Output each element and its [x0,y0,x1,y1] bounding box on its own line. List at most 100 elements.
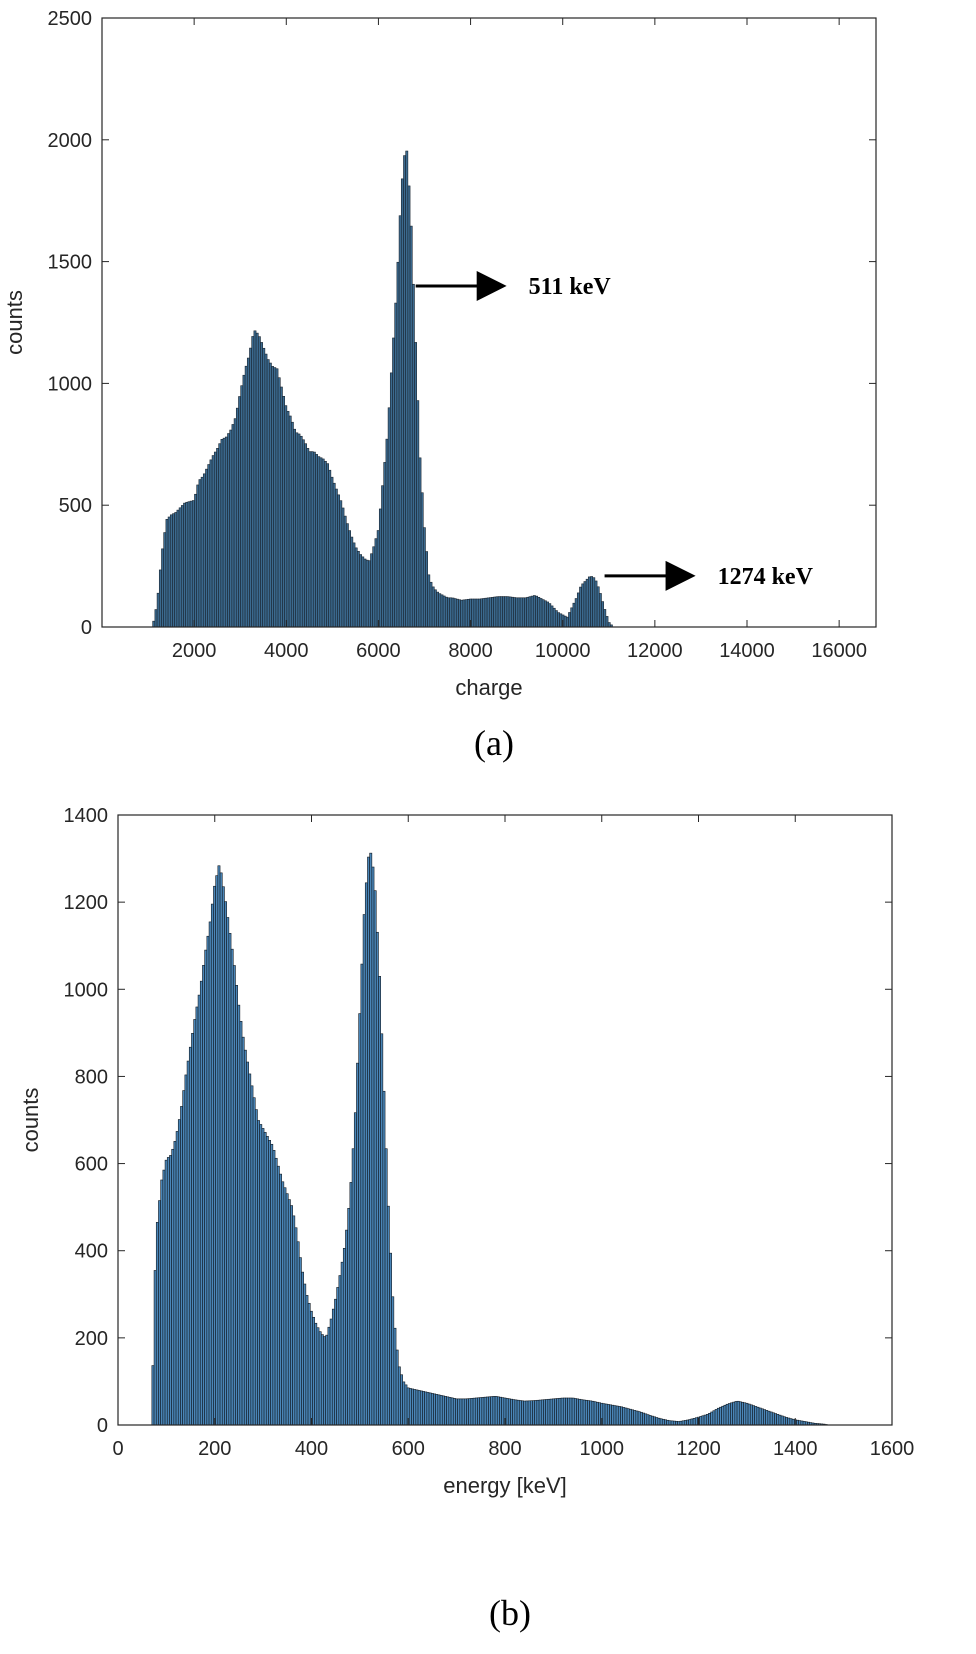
histogram-bar-a [334,488,338,628]
histogram-bar-b [558,1397,562,1426]
histogram-bar-b [538,1399,542,1426]
histogram-bar-b [692,1418,696,1426]
histogram-bar-a [352,542,356,628]
histogram-bar-b [477,1397,480,1426]
x-axis-label-a: charge [455,675,522,700]
histogram-bar-a [495,596,499,628]
histogram-bar-b [314,1322,318,1426]
histogram-bar-b [301,1271,304,1426]
histogram-bar-a [194,493,197,628]
histogram-bar-b [228,933,232,1426]
histogram-bar-b [441,1395,445,1426]
histogram-bar-b [371,866,375,1426]
histogram-bar-a [275,368,279,628]
histogram-bar-b [364,882,368,1426]
histogram-bar-a [444,596,448,628]
histogram-bar-a [389,372,393,628]
histogram-bar-b [657,1417,661,1426]
histogram-bar-b [604,1403,608,1426]
histogram-bar-b [419,1390,423,1426]
histogram-bar-b [208,921,212,1426]
caption-b: (b) [489,1593,531,1633]
histogram-bar-b [474,1397,478,1426]
histogram-bar-b [457,1398,461,1426]
histogram-bar-b [274,1157,278,1426]
histogram-bar-a [196,484,200,628]
histogram-bar-a [268,362,272,628]
histogram-bars-b [151,852,830,1426]
histogram-bar-b [681,1420,685,1426]
histogram-bar-b [776,1414,780,1426]
y-tick-label-a: 2000 [48,130,93,152]
histogram-bar-b [800,1420,804,1426]
histogram-bar-b [650,1415,654,1426]
histogram-bar-a [273,367,277,628]
histogram-bar-a [458,599,461,628]
histogram-bar-b [360,963,364,1426]
histogram-bar-a [552,607,556,628]
histogram-bar-a [491,596,494,628]
histogram-bar-b [162,1169,166,1426]
histogram-bar-a [326,463,329,628]
histogram-bar-b [648,1415,652,1426]
histogram-bar-b [789,1418,793,1426]
histogram-bar-b [224,901,227,1426]
histogram-bar-b [279,1173,282,1426]
histogram-bar-a [453,598,457,628]
histogram-bar-a [563,615,567,628]
histogram-bar-a [559,613,563,628]
histogram-bar-a [583,581,587,628]
histogram-bar-a [308,451,312,628]
histogram-bar-b [730,1402,733,1426]
histogram-bar-a [356,551,360,628]
histogram-bar-a [169,514,173,628]
histogram-bar-a [180,505,184,628]
histogram-bar-a [312,451,316,628]
histogram-bar-b [384,1148,388,1426]
histogram-bar-a [315,454,318,628]
histogram-bar-a [515,597,519,628]
histogram-bar-b [393,1327,397,1426]
histogram-bar-b [450,1397,454,1426]
histogram-bar-b [494,1396,498,1426]
histogram-bar-a [528,596,532,628]
histogram-bar-b [338,1275,342,1426]
y-tick-label-a: 1000 [48,373,93,395]
histogram-bar-b [573,1398,577,1426]
histogram-bar-b [309,1310,313,1426]
x-tick-label-b: 600 [392,1438,425,1460]
histogram-bar-b [628,1408,632,1426]
histogram-bar-a [537,596,541,628]
histogram-bar-a [343,515,347,628]
histogram-bar-b [444,1396,447,1426]
histogram-bar-a [310,451,314,628]
histogram-bar-b [514,1399,518,1426]
histogram-bar-a [403,155,406,628]
histogram-bar-b [210,903,214,1426]
histogram-bar-b [490,1396,494,1426]
histogram-bar-b [285,1193,289,1426]
histogram-bar-b [712,1410,716,1426]
x-tick-label-a: 4000 [264,640,309,662]
histogram-bar-a [565,616,569,628]
histogram-bar-a [187,501,191,628]
histogram-bar-a [213,451,217,628]
histogram-bar-a [574,598,578,628]
histogram-bar-b [589,1400,593,1426]
y-tick-label-b: 200 [75,1328,108,1350]
histogram-bar-b [774,1413,777,1426]
histogram-bar-b [782,1416,786,1426]
histogram-bar-b [787,1417,791,1426]
histogram-bar-a [189,500,193,628]
histogram-bar-a [224,436,228,628]
histogram-bar-a [440,594,444,628]
histogram-bar-a [449,597,453,628]
histogram-bar-b [723,1404,727,1426]
histogram-bar-b [375,931,379,1426]
histogram-bar-b [620,1406,623,1426]
histogram-bar-a [585,578,589,628]
histogram-bar-a [233,418,237,628]
histogram-bar-a [253,330,257,628]
histogram-bar-b [736,1400,740,1426]
histogram-bar-a [405,150,409,628]
